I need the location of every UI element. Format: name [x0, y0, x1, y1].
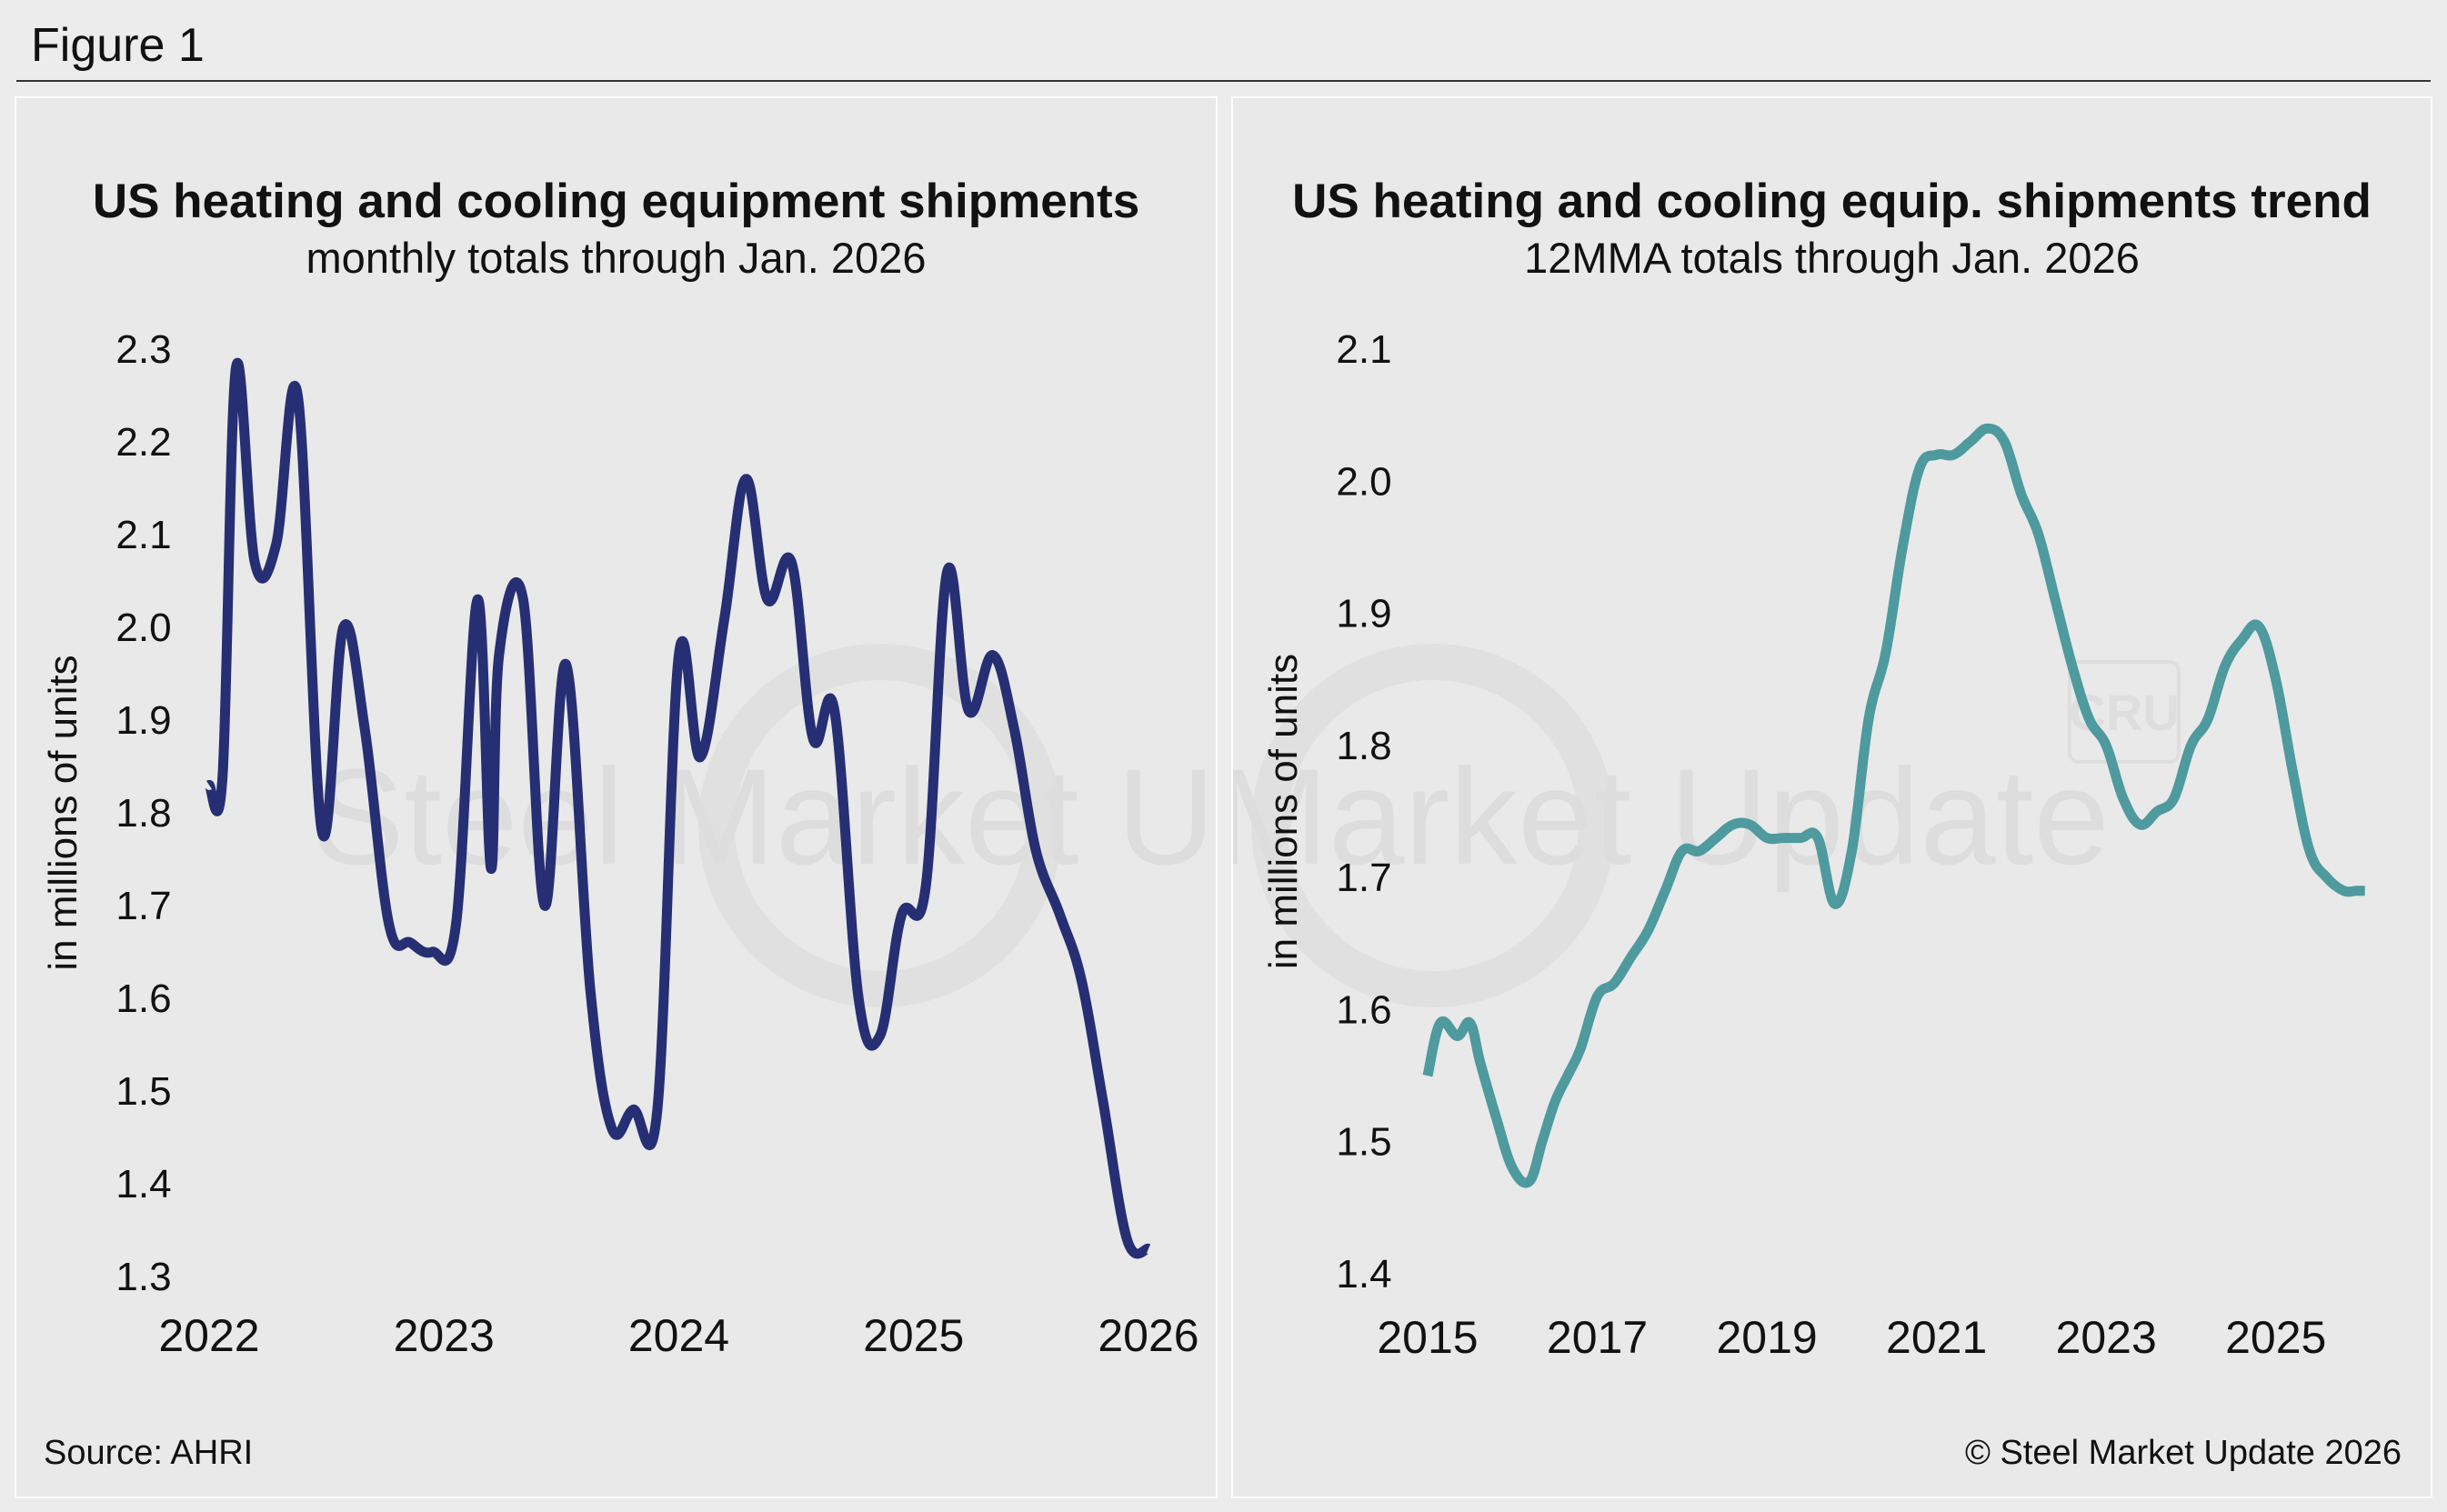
y-tick-label: 2.1 — [115, 513, 171, 557]
x-tick-label: 2023 — [2056, 1312, 2157, 1363]
y-axis-title: in millions of units — [1261, 654, 1306, 969]
y-tick-label: 2.1 — [1336, 327, 1391, 372]
x-tick-label: 2025 — [2225, 1312, 2326, 1363]
y-tick-label: 1.8 — [1336, 724, 1391, 768]
x-axis: 2022 2023 2024 2025 2026 — [158, 1310, 1198, 1361]
watermark-text: Steel Market Update — [313, 740, 1218, 893]
y-tick-label: 1.9 — [1336, 592, 1391, 636]
y-tick-label: 1.6 — [1336, 987, 1391, 1032]
x-tick-label: 2023 — [394, 1310, 495, 1361]
y-tick-label: 1.3 — [115, 1255, 171, 1299]
x-tick-label: 2025 — [863, 1310, 964, 1361]
y-axis: 2.1 2.0 1.9 1.8 1.7 1.6 1.5 1.4 — [1336, 327, 1391, 1297]
y-tick-label: 1.8 — [115, 791, 171, 836]
y-tick-label: 1.9 — [115, 698, 171, 743]
x-tick-label: 2024 — [628, 1310, 729, 1361]
monthly-shipments-chart: Steel Market Update 2.3 2.2 2.1 2.0 1.9 1.8 1.7… — [41, 327, 1218, 1361]
y-tick-label: 2.3 — [115, 327, 171, 372]
series-line — [204, 357, 1151, 1259]
y-tick-label: 2.0 — [1336, 459, 1391, 504]
y-tick-label: 1.6 — [115, 976, 171, 1021]
x-tick-label: 2021 — [1886, 1312, 1987, 1363]
x-axis: 2015 2017 2019 2021 2023 2025 — [1377, 1312, 2326, 1363]
x-tick-label: 2026 — [1098, 1310, 1198, 1361]
chart-panel-trend: US heating and cooling equip. shipments … — [1231, 96, 2432, 1498]
chart-title: US heating and cooling equip. shipments … — [1292, 175, 2372, 228]
figure-label: Figure 1 — [31, 19, 205, 72]
y-tick-label: 2.0 — [115, 606, 171, 650]
y-tick-label: 2.2 — [115, 420, 171, 465]
y-axis-title: in millions of units — [41, 655, 85, 970]
y-tick-label: 1.5 — [115, 1069, 171, 1114]
watermark-badge — [2068, 660, 2181, 764]
y-tick-label: 1.4 — [115, 1162, 171, 1207]
source-note: Source: AHRI — [44, 1434, 254, 1472]
chart-subtitle: 12MMA totals through Jan. 2026 — [1524, 234, 2140, 282]
watermark-ring — [698, 644, 1062, 1007]
y-axis: 2.3 2.2 2.1 2.0 1.9 1.8 1.7 1.6 1.5 1.4 1.3 — [115, 327, 171, 1299]
x-tick-label: 2015 — [1377, 1312, 1478, 1363]
x-tick-label: 2019 — [1716, 1312, 1817, 1363]
y-tick-label: 1.7 — [1336, 856, 1391, 900]
watermark-ring — [1251, 644, 1615, 1007]
series-line — [1422, 423, 2365, 1188]
y-tick-label: 1.5 — [1336, 1120, 1391, 1165]
chart-title: US heating and cooling equipment shipmen… — [92, 175, 1140, 228]
y-tick-label: 1.4 — [1336, 1252, 1391, 1297]
y-tick-label: 1.7 — [115, 884, 171, 928]
chart-subtitle: monthly totals through Jan. 2026 — [306, 234, 927, 282]
copyright-note: © Steel Market Update 2026 — [1964, 1434, 2402, 1472]
x-tick-label: 2022 — [158, 1310, 259, 1361]
chart-panel-monthly: US heating and cooling equipment shipmen… — [15, 96, 1218, 1498]
x-tick-label: 2017 — [1547, 1312, 1648, 1363]
figure-title-rule — [16, 80, 2431, 82]
